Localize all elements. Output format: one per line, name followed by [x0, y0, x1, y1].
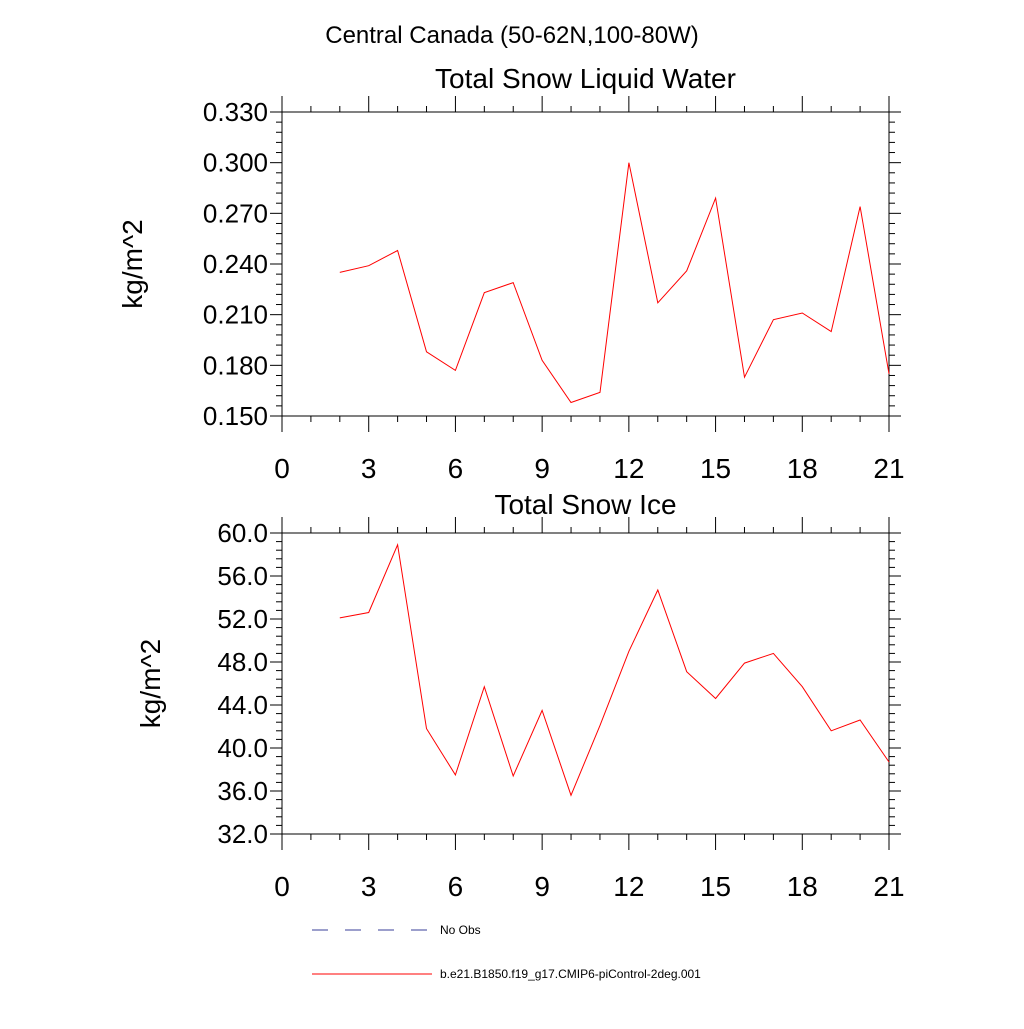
- x-tick-label: 15: [700, 871, 731, 902]
- x-tick-label: 6: [448, 453, 464, 484]
- y-tick-label: 40.0: [217, 733, 268, 763]
- series-line: [339, 162, 890, 404]
- chart-title: Total Snow Liquid Water: [435, 63, 736, 94]
- y-tick-label: 52.0: [217, 604, 268, 634]
- x-tick-label: 21: [873, 453, 904, 484]
- legend: No Obs b.e21.B1850.f19_g17.CMIP6-piContr…: [312, 923, 701, 981]
- y-tick-label: 56.0: [217, 561, 268, 591]
- y-tick-label: 0.270: [203, 198, 268, 228]
- x-tick-label: 18: [787, 453, 818, 484]
- y-tick-label: 0.210: [203, 300, 268, 330]
- x-tick-label: 12: [613, 453, 644, 484]
- x-tick-label: 3: [361, 453, 377, 484]
- x-tick-label: 15: [700, 453, 731, 484]
- x-tick-label: 0: [274, 453, 290, 484]
- y-tick-label: 0.150: [203, 401, 268, 431]
- x-tick-label: 9: [534, 871, 550, 902]
- plot-frame: [281, 111, 890, 417]
- x-tick-label: 0: [274, 871, 290, 902]
- x-tick-label: 3: [361, 871, 377, 902]
- y-axis-label: kg/m^2: [135, 639, 166, 728]
- y-tick-label: 32.0: [217, 819, 268, 849]
- x-tick-label: 12: [613, 871, 644, 902]
- y-tick-label: 0.240: [203, 249, 268, 279]
- y-tick-label: 0.300: [203, 148, 268, 178]
- y-axis-label: kg/m^2: [117, 219, 148, 308]
- x-tick-label: 9: [534, 453, 550, 484]
- y-tick-label: 36.0: [217, 776, 268, 806]
- plot-frame: [281, 532, 890, 835]
- legend-label-no-obs: No Obs: [440, 923, 481, 937]
- chart-title: Total Snow Ice: [494, 489, 676, 520]
- y-tick-label: 0.180: [203, 350, 268, 380]
- panel-snow-liquid-water: Total Snow Liquid Water kg/m^2 0.150 0.180 0…: [117, 63, 905, 484]
- y-tick-label: 44.0: [217, 690, 268, 720]
- x-tick-label: 6: [448, 871, 464, 902]
- panel-snow-ice: Total Snow Ice kg/m^2 32.0 36.0 40.0 44.0 48.0…: [135, 489, 905, 902]
- y-tick-label: 48.0: [217, 647, 268, 677]
- series-line: [339, 543, 890, 797]
- x-tick-label: 18: [787, 871, 818, 902]
- x-tick-label: 21: [873, 871, 904, 902]
- y-tick-label: 0.330: [203, 97, 268, 127]
- legend-label-model: b.e21.B1850.f19_g17.CMIP6-piControl-2deg…: [440, 967, 701, 981]
- figure-title: Central Canada (50-62N,100-80W): [325, 22, 699, 49]
- y-tick-label: 60.0: [217, 518, 268, 548]
